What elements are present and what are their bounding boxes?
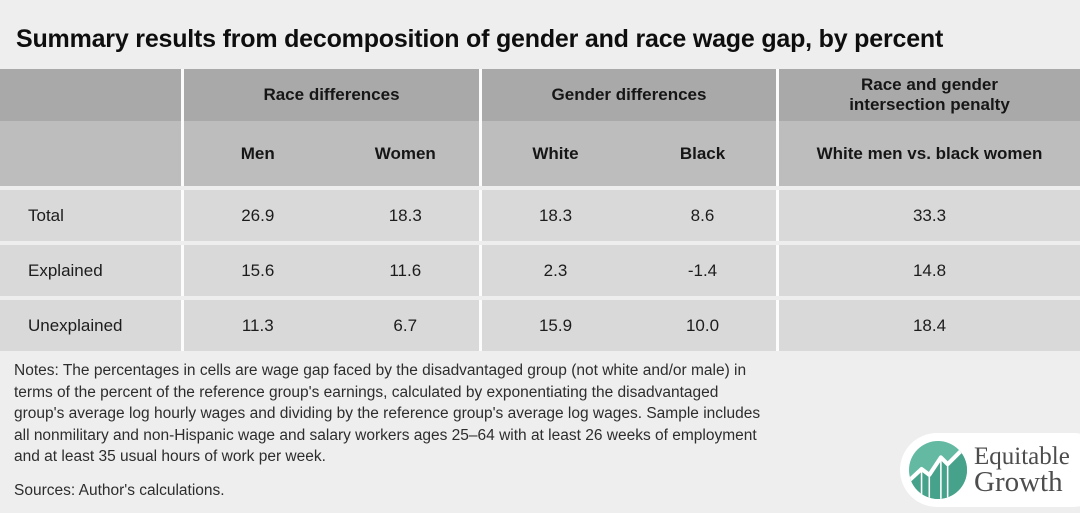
cell-value: 18.3: [538, 205, 573, 225]
group-label-intersection: Race and gender intersection penalty: [849, 75, 1010, 114]
intersection-value-cell: 33.3: [776, 190, 1080, 241]
table-header-groups: Race differences Gender differences Race…: [0, 69, 1080, 121]
cell-value: 11.6: [389, 260, 422, 280]
column-header-women: Women: [374, 143, 436, 163]
column-header-white: White: [532, 143, 579, 163]
logo-word-equitable: Equitable: [974, 442, 1070, 470]
logo-wordmark: Equitable Growth: [974, 442, 1070, 498]
group-label-race: Race differences: [263, 85, 400, 105]
cell-value: 8.6: [690, 205, 715, 225]
row-label: Unexplained: [28, 315, 123, 335]
row-label: Total: [28, 205, 64, 225]
header-empty-cell: [0, 121, 181, 186]
cell-value: 26.9: [241, 205, 275, 225]
cell-value: 18.3: [388, 205, 422, 225]
table-header-columns: Men Women White Black White men vs. blac…: [0, 121, 1080, 186]
row-label-cell: Total: [0, 190, 181, 241]
cell-value: 11.3: [241, 315, 274, 335]
cell-value: 15.6: [241, 260, 275, 280]
gender-values-cell: 15.9 10.0: [479, 300, 776, 351]
group-label-gender: Gender differences: [551, 85, 707, 105]
page-title: Summary results from decomposition of ge…: [16, 25, 944, 53]
header-intersection-subcol: White men vs. black women: [776, 121, 1080, 186]
cell-value: 10.0: [685, 315, 720, 335]
sources-text: Sources: Author's calculations.: [14, 481, 225, 499]
column-header-white-men-vs-black-women: White men vs. black women: [816, 143, 1043, 163]
header-gender-subcols: White Black: [479, 121, 776, 186]
equitable-growth-logo: Equitable Growth: [900, 433, 1080, 507]
header-group-intersection: Race and gender intersection penalty: [776, 69, 1080, 121]
cell-value: 33.3: [912, 205, 947, 225]
cell-value: 15.9: [538, 315, 573, 335]
intersection-value-cell: 18.4: [776, 300, 1080, 351]
cell-value: 14.8: [912, 260, 947, 280]
wage-gap-table: Race differences Gender differences Race…: [0, 69, 1080, 351]
cell-value: 6.7: [393, 315, 418, 335]
cell-value: 18.4: [912, 315, 947, 335]
column-header-black: Black: [679, 143, 726, 163]
notes-text: Notes: The percentages in cells are wage…: [14, 362, 761, 465]
line-chart-icon: [909, 441, 967, 499]
header-race-subcols: Men Women: [181, 121, 479, 186]
cell-value: -1.4: [687, 260, 718, 280]
row-label-cell: Explained: [0, 245, 181, 296]
table-row-unexplained: Unexplained 11.3 6.7 15.9 10.0 18.4: [0, 300, 1080, 351]
logo-word-growth: Growth: [974, 465, 1063, 498]
row-label-cell: Unexplained: [0, 300, 181, 351]
race-values-cell: 11.3 6.7: [181, 300, 479, 351]
cell-value: 2.3: [543, 260, 568, 280]
column-header-men: Men: [240, 143, 275, 163]
header-group-race: Race differences: [181, 69, 479, 121]
gender-values-cell: 18.3 8.6: [479, 190, 776, 241]
race-values-cell: 26.9 18.3: [181, 190, 479, 241]
row-label: Explained: [28, 260, 103, 280]
header-corner-cell: [0, 69, 181, 121]
gender-values-cell: 2.3 -1.4: [479, 245, 776, 296]
table-row-explained: Explained 15.6 11.6 2.3 -1.4 14.8: [0, 245, 1080, 296]
race-values-cell: 15.6 11.6: [181, 245, 479, 296]
intersection-value-cell: 14.8: [776, 245, 1080, 296]
table-row-total: Total 26.9 18.3 18.3 8.6 33.3: [0, 190, 1080, 241]
header-group-gender: Gender differences: [479, 69, 776, 121]
